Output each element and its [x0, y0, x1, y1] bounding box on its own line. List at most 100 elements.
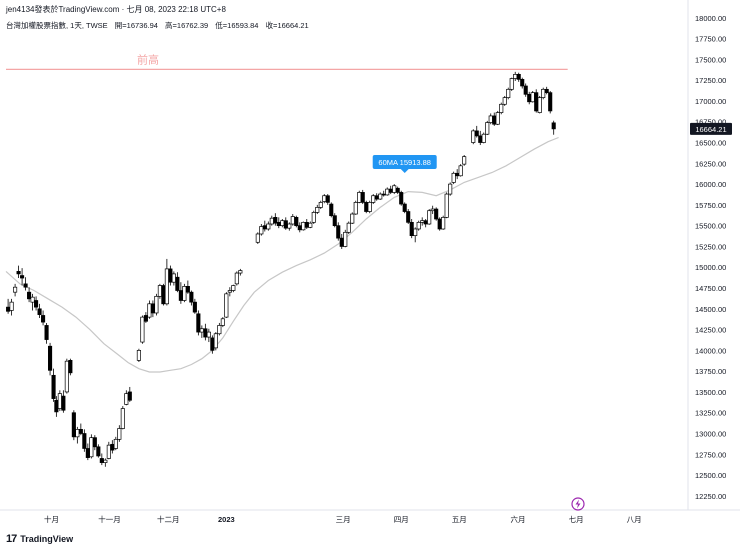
- flash-icon[interactable]: [571, 497, 585, 511]
- candle-body: [220, 318, 225, 326]
- y-tick-label: 12250.00: [695, 492, 726, 501]
- candle-body: [92, 437, 97, 448]
- candle-body: [266, 223, 271, 230]
- y-tick-label: 13500.00: [695, 388, 726, 397]
- candle-body: [273, 217, 278, 224]
- candle-body: [444, 193, 449, 218]
- candle-body: [171, 273, 176, 283]
- ma-label-text: 60MA 15913.88: [378, 158, 431, 167]
- y-tick-label: 18000.00: [695, 14, 726, 23]
- symbol-ohlc-line: 台灣加權股票指數, 1天, TWSE 開=16736.94 高=16762.39…: [6, 20, 314, 31]
- candle-body: [96, 446, 101, 457]
- candle-body: [378, 193, 383, 200]
- y-tick-label: 14750.00: [695, 284, 726, 293]
- candle-body: [458, 165, 463, 177]
- author-line: jen4134發表於TradingView.com · 七月 08, 2023 …: [6, 5, 226, 14]
- last-price-label: 16664.21: [695, 125, 726, 134]
- candle-body: [474, 130, 479, 137]
- candle-body: [437, 218, 442, 230]
- candle-body: [336, 225, 341, 239]
- y-tick-label: 13750.00: [695, 367, 726, 376]
- candle-body: [255, 233, 260, 243]
- candle-body: [492, 115, 497, 125]
- candle-body: [147, 303, 152, 318]
- candle-body: [51, 374, 56, 399]
- candle-body: [523, 85, 528, 95]
- x-tick-label: 五月: [452, 515, 467, 524]
- candle-body: [103, 459, 108, 463]
- candle-body: [37, 308, 42, 315]
- x-tick-label: 十一月: [98, 514, 121, 524]
- candle-body: [448, 183, 453, 195]
- candle-body: [311, 212, 316, 223]
- candle-body: [30, 296, 35, 303]
- candle-body: [325, 195, 330, 203]
- candle-body: [61, 395, 66, 411]
- x-tick-label: 四月: [394, 515, 409, 524]
- x-axis[interactable]: 十月 十一月 十二月 2023 三月 四月 五月 六月 七月 八月: [44, 514, 642, 524]
- candle-body: [34, 300, 39, 308]
- candle-body: [20, 275, 25, 279]
- candle-body: [357, 192, 362, 203]
- ma-line: [5, 136, 559, 373]
- candle-body: [189, 291, 194, 303]
- candle-body: [99, 458, 104, 463]
- tradingview-brand[interactable]: 17 TradingView: [6, 533, 73, 545]
- candle-body: [322, 195, 327, 202]
- candle-body: [481, 133, 486, 143]
- candle-body: [329, 203, 334, 217]
- candle-body: [78, 429, 83, 434]
- candle-body: [48, 345, 53, 371]
- y-axis[interactable]: 12250.00 12500.00 12750.00 13000.00 13250.00…: [690, 14, 732, 501]
- open-value: 開=16736.94: [114, 21, 158, 30]
- candle-body: [350, 213, 355, 224]
- last-price-tag: [690, 122, 732, 135]
- candle-body: [544, 88, 549, 93]
- candle-body: [541, 88, 546, 98]
- candle-body: [168, 268, 173, 283]
- candle-body: [206, 331, 211, 338]
- candle-body: [488, 115, 493, 123]
- candle-body: [530, 92, 535, 103]
- candle-body: [509, 78, 514, 90]
- y-tick-label: 15750.00: [695, 201, 726, 210]
- candle-body: [280, 220, 285, 227]
- y-tick-label: 17500.00: [695, 55, 726, 64]
- candle-body: [224, 293, 229, 318]
- candle-body: [23, 283, 28, 288]
- flash-icon-bolt: [575, 499, 581, 509]
- x-tick-label: 2023: [218, 515, 235, 524]
- resistance-line: 前高: [6, 52, 568, 70]
- candle-body: [64, 360, 69, 393]
- candle-body: [234, 272, 239, 285]
- candle-body: [462, 156, 467, 165]
- candle-body: [276, 221, 281, 227]
- candle-body: [106, 444, 111, 459]
- candle-body: [527, 93, 532, 103]
- x-tick-label: 八月: [627, 515, 642, 524]
- ma-label-pointer: [400, 169, 409, 173]
- candle-body: [434, 208, 439, 220]
- candle-body: [367, 202, 372, 212]
- candle-body: [41, 315, 46, 323]
- resistance-label: 前高: [137, 52, 159, 66]
- candle-body: [427, 210, 432, 225]
- candle-body: [185, 286, 190, 293]
- candle-body: [374, 195, 379, 200]
- low-value: 低=16593.84: [215, 21, 259, 30]
- moving-average-60: [5, 136, 559, 373]
- symbol-info: 台灣加權股票指數, 1天, TWSE: [6, 21, 108, 30]
- candle-body: [117, 428, 122, 440]
- candle-body: [297, 225, 302, 231]
- candle-body: [82, 433, 87, 449]
- candle-body: [154, 295, 159, 314]
- candle-body: [57, 393, 62, 409]
- candle-body: [213, 333, 218, 349]
- candle-body: [485, 122, 490, 135]
- candle-body: [441, 217, 446, 230]
- candle-body: [413, 228, 418, 236]
- candle-body: [75, 429, 80, 438]
- candle-body: [416, 221, 421, 230]
- candle-body: [308, 222, 313, 228]
